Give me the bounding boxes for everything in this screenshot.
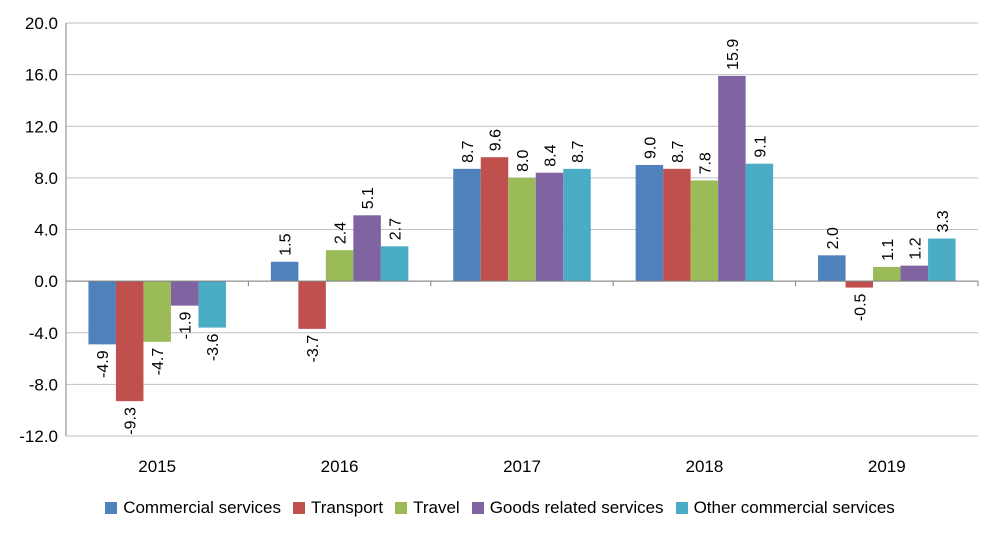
x-tick-label: 2016 [321,457,359,476]
data-label: 2.0 [825,227,842,249]
bar [718,75,746,282]
data-label: 9.6 [488,129,505,151]
bar [353,215,381,282]
legend-swatch [395,502,408,514]
data-label: 1.2 [907,237,924,259]
bar [508,177,536,282]
bar [325,250,354,282]
x-tick-label: 2015 [138,457,176,476]
y-tick-label: -12.0 [19,427,58,446]
legend-item: Goods related services [471,498,664,518]
y-tick-label: 16.0 [25,66,58,85]
bar [480,157,509,282]
data-label: 1.5 [278,233,295,255]
legend: Commercial services Transport Travel Goods … [0,498,1000,518]
data-label: 1.1 [880,239,897,261]
legend-swatch [675,502,688,514]
bar [88,281,116,345]
bar [115,281,144,402]
y-tick-label: 4.0 [34,221,58,240]
data-label: 3.3 [935,210,952,232]
data-label: -4.7 [150,348,167,376]
legend-swatch [292,502,305,514]
data-label: 9.1 [752,135,769,157]
data-label: 8.4 [543,144,560,166]
bar [818,255,846,282]
legend-label: Goods related services [489,498,664,517]
y-tick-label: 20.0 [25,14,58,33]
labels-layer: -4.9 1.5 8.7 9.0 2.0 -9.3 -3.7 9.6 8.7 -0.5 -4.7 2.… [95,39,952,435]
bar [143,281,171,342]
x-tick-label: 2018 [685,457,723,476]
legend-label: Transport [310,498,384,517]
data-label: -0.5 [852,293,869,321]
legend-swatch [471,502,484,514]
data-label: 2.7 [388,218,405,240]
data-label: 8.7 [460,140,477,162]
y-tick-label: -8.0 [29,375,58,394]
bar [635,164,664,282]
bar [298,281,326,329]
legend-item: Transport [292,498,384,518]
legend-item: Travel [395,498,460,518]
bar [873,266,901,282]
data-label: -3.7 [305,335,322,363]
bar [270,261,299,282]
data-label: 2.4 [333,222,350,244]
x-tick-label: 2017 [503,457,541,476]
data-label: 7.8 [697,152,714,174]
data-label: 8.0 [515,150,532,172]
x-tick-label: 2019 [868,457,906,476]
bars-layer [88,75,956,402]
y-tick-label: -4.0 [29,324,58,343]
legend-label: Other commercial services [693,498,895,517]
data-label: -4.9 [95,350,112,378]
bar [170,281,199,306]
data-label: 5.1 [360,187,377,209]
y-tick-label: 0.0 [34,272,58,291]
bar [745,163,774,282]
bar [900,265,929,282]
bar [845,281,874,288]
data-label: 9.0 [642,137,659,159]
data-label: 8.7 [570,140,587,162]
data-label: 15.9 [725,39,742,70]
data-label: 8.7 [670,140,687,162]
bar [563,168,591,282]
bar [663,168,691,282]
data-label: -9.3 [123,407,140,435]
data-label: -1.9 [178,312,195,340]
bar [453,168,481,282]
y-tick-label: 12.0 [25,117,58,136]
data-label: -3.6 [205,333,222,361]
axes-layer: -12.0 -8.0 -4.0 0.0 4.0 8.0 12.0 16.0 20.0 2015 20… [19,14,979,476]
legend-item: Commercial services [105,498,281,518]
bar [690,180,719,282]
legend-item: Other commercial services [675,498,895,518]
legend-label: Commercial services [123,498,281,517]
bar [928,238,956,282]
legend-swatch [105,502,118,514]
bar [198,281,226,328]
y-tick-label: 8.0 [34,169,58,188]
legend-label: Travel [413,498,460,517]
bar [380,246,409,282]
bar [535,172,564,282]
